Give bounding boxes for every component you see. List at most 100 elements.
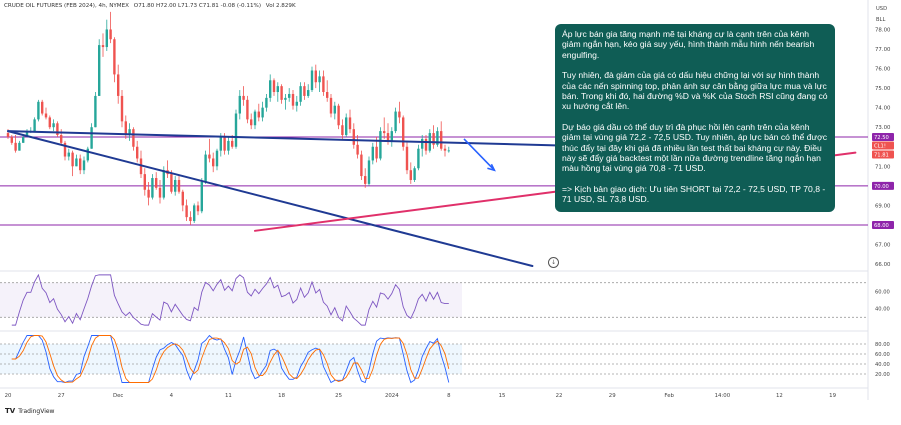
candle-body: [280, 86, 283, 100]
candle-body: [394, 111, 397, 132]
candle-body: [33, 119, 36, 132]
candle-body: [86, 148, 89, 161]
candle-body: [303, 86, 306, 96]
note-paragraph-2: Tuy nhiên, đà giảm của giá có dấu hiệu c…: [562, 70, 828, 112]
candle-body: [291, 93, 295, 106]
price-tag-label: 70.00: [874, 184, 889, 190]
price-tick-label: 71.00: [875, 164, 891, 170]
rsi-tick-label: 40.00: [875, 307, 890, 313]
time-tick-label: Dec: [113, 393, 123, 399]
candle-body: [269, 80, 272, 98]
candle-body: [215, 150, 219, 167]
stoch-tick-label: 20.00: [875, 372, 890, 378]
candle-body: [132, 129, 135, 147]
price-tag-label: 68.00: [874, 223, 889, 229]
candle-body: [193, 205, 196, 222]
candle-body: [352, 129, 355, 145]
candle-body: [158, 187, 162, 198]
price-tag-label: CL1!: [874, 143, 886, 149]
forecast-path: [463, 138, 495, 171]
tv-logo-mark: TV: [5, 407, 16, 415]
goto-realtime-icon[interactable]: ↓: [548, 257, 559, 268]
candle-body: [360, 154, 363, 177]
candle-body: [375, 146, 378, 159]
candle-body: [348, 117, 352, 130]
candle-body: [101, 45, 105, 48]
candle-body: [288, 93, 291, 98]
time-tick-label: 11: [225, 393, 232, 399]
time-tick-label: 27: [58, 393, 65, 399]
candle-body: [231, 140, 234, 147]
rsi-band: [0, 282, 462, 318]
time-tick-label: 29: [609, 393, 616, 399]
candle-body: [48, 117, 51, 128]
rsi-line: [11, 273, 449, 326]
candle-body: [364, 176, 367, 184]
candle-body: [417, 148, 420, 169]
analysis-note: Áp lực bán gia tăng mạnh mẽ tại kháng cự…: [555, 24, 835, 212]
candle-body: [234, 113, 238, 147]
candle-body: [41, 101, 44, 114]
candle-body: [6, 133, 10, 137]
candle-body: [185, 205, 188, 218]
candle-body: [82, 160, 86, 171]
candle-body: [56, 123, 59, 136]
candle-body: [37, 101, 40, 120]
candle-body: [356, 144, 359, 155]
stoch-tick-label: 80.00: [875, 342, 890, 348]
candle-body: [367, 160, 371, 184]
note-paragraph-4: => Kịch bản giao dịch: Ưu tiên SHORT tại…: [562, 183, 826, 205]
candle-body: [432, 133, 435, 145]
candle-body: [25, 131, 29, 137]
candle-body: [212, 158, 215, 167]
candle-body: [196, 205, 200, 212]
candle-body: [265, 97, 268, 108]
candle-body: [242, 95, 245, 100]
candle-body: [10, 136, 13, 143]
candle-body: [440, 131, 443, 149]
candle-body: [424, 138, 428, 151]
time-tick-label: 20: [5, 393, 12, 399]
candle-body: [371, 146, 374, 161]
note-paragraph-3: Dự báo giá dầu có thể duy trì đà phục hồ…: [562, 121, 828, 174]
time-tick-label: 19: [829, 393, 836, 399]
candle-body: [322, 76, 325, 93]
candle-body: [204, 154, 207, 182]
symbol-label[interactable]: CRUDE OIL FUTURES (FEB 2024), 4h, NYMEX: [4, 3, 130, 9]
candle-body: [200, 181, 203, 212]
price-tick-label: 76.00: [875, 67, 891, 73]
candle-body: [52, 123, 55, 128]
candle-body: [386, 133, 390, 141]
candle-body: [333, 105, 336, 114]
time-tick-label: 22: [556, 393, 563, 399]
candle-body: [337, 105, 340, 126]
candle-body: [257, 111, 260, 118]
price-tick-label: 78.00: [875, 27, 891, 33]
candle-body: [151, 178, 154, 198]
candle-body: [314, 70, 317, 83]
candle-body: [227, 140, 230, 151]
currency-label: USD: [876, 6, 888, 12]
price-tag: [872, 220, 894, 229]
candle-body: [219, 136, 222, 151]
candle-body: [326, 92, 329, 98]
price-tick-label: 73.00: [875, 125, 891, 131]
candle-body: [223, 136, 226, 151]
price-tag-label: 71.81: [874, 152, 889, 158]
chart-header: CRUDE OIL FUTURES (FEB 2024), 4h, NYMEX …: [4, 3, 299, 9]
price-tag: [872, 141, 894, 150]
time-tick-label: 12: [776, 393, 783, 399]
candle-body: [98, 45, 101, 96]
tradingview-logo[interactable]: TV TradingView: [5, 407, 54, 415]
candle-body: [390, 131, 393, 141]
candle-body: [253, 111, 257, 126]
candle-body: [174, 179, 177, 192]
candle-body: [18, 142, 21, 151]
price-tick-label: 67.00: [875, 242, 891, 248]
candle-body: [136, 146, 139, 159]
time-tick-label: 15: [499, 393, 506, 399]
candle-body: [405, 146, 409, 171]
candle-body: [22, 136, 25, 143]
